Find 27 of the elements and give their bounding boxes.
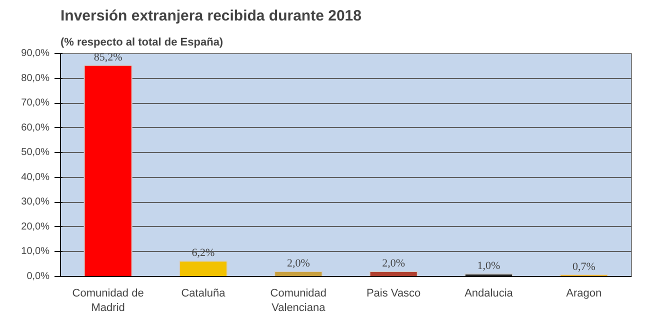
x-tick-label: Cataluña [181,288,226,300]
data-label: 2,0% [382,258,406,270]
chart-title: Inversión extranjera recibida durante 2018 [60,8,362,24]
y-tick-label: 20,0% [21,221,50,232]
x-tick-label: Comunidad de Madrid [72,288,144,314]
data-label: 0,7% [572,260,596,273]
x-tick-label: Aragon [566,288,602,300]
y-tick-label: 70,0% [21,98,50,109]
y-tick-label: 60,0% [21,122,50,134]
data-label: 2,0% [286,258,310,270]
y-tick-label: 10,0% [21,246,50,258]
x-tick-label: Andalucia [464,288,514,300]
chart-subtitle: (% respecto al total de España) [60,36,224,48]
y-tick-label: 0,0% [26,271,50,282]
data-label: 1,0% [477,260,500,272]
y-tick-label: 40,0% [21,172,50,183]
x-tick-label: Comunidad Valenciana [270,288,327,314]
x-tick-label: Pais Vasco [366,288,421,300]
y-tick-label: 50,0% [21,147,50,158]
bar [84,64,132,276]
data-label: 85,2% [94,51,122,64]
y-tick-label: 80,0% [21,72,50,84]
bar [178,260,228,276]
y-tick-label: 30,0% [21,196,50,208]
bar [274,271,323,276]
y-tick-label: 90,0% [21,48,50,59]
bar [369,271,418,276]
